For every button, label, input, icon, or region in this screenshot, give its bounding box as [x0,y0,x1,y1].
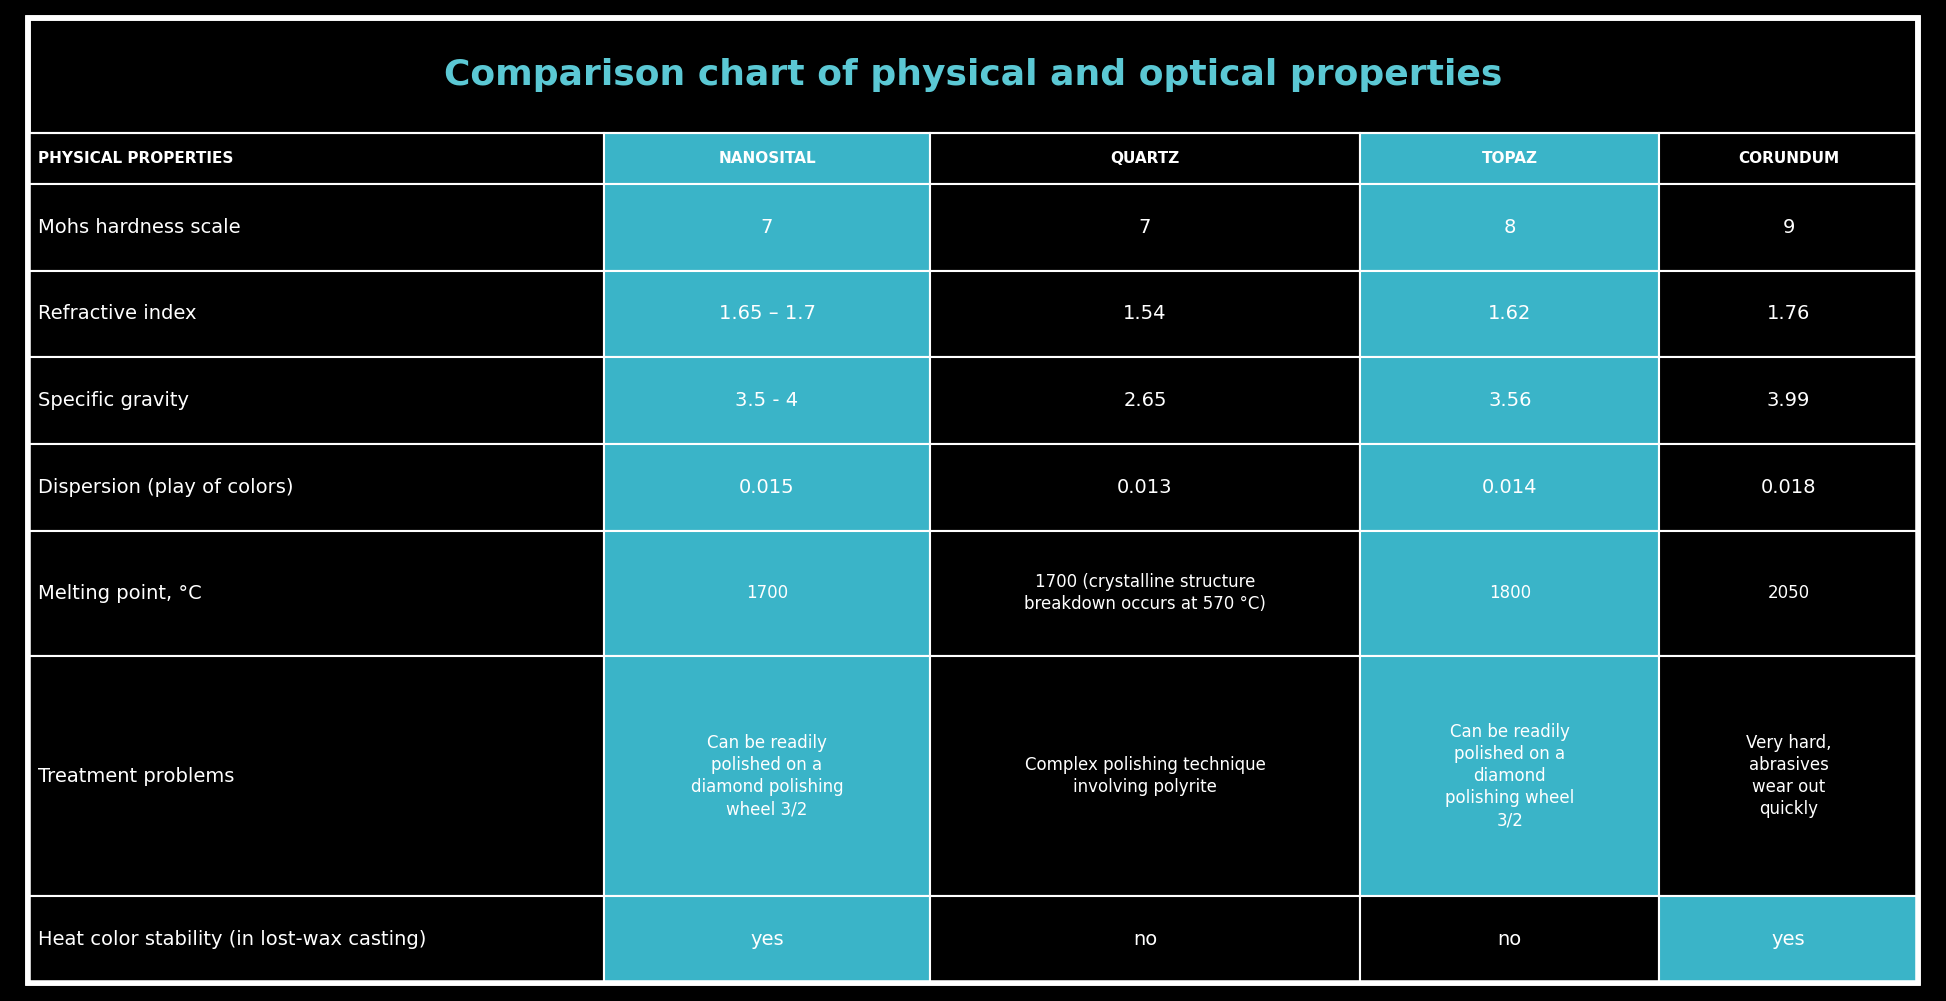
Bar [1660,184,1919,270]
Bar [1660,656,1919,896]
Bar [930,133,1360,184]
Text: 3.56: 3.56 [1489,391,1532,410]
Text: 3.5 - 4: 3.5 - 4 [736,391,798,410]
Text: Melting point, °C: Melting point, °C [39,584,202,603]
Bar [605,270,930,357]
Bar [1660,531,1919,656]
Bar [27,270,605,357]
Bar [1360,270,1660,357]
Bar [1660,896,1919,983]
Text: yes: yes [749,930,784,949]
Text: Very hard,
abrasives
wear out
quickly: Very hard, abrasives wear out quickly [1746,734,1831,819]
Bar [1360,133,1660,184]
Bar [930,443,1360,531]
Text: no: no [1133,930,1158,949]
Bar [1360,443,1660,531]
Bar [1660,443,1919,531]
Bar [1660,133,1919,184]
Bar [1360,896,1660,983]
Bar [27,531,605,656]
Bar [605,184,930,270]
Bar [27,133,605,184]
Text: Treatment problems: Treatment problems [39,767,234,786]
Text: 1.76: 1.76 [1767,304,1810,323]
Text: Can be readily
polished on a
diamond
polishing wheel
3/2: Can be readily polished on a diamond pol… [1446,723,1574,830]
Bar [930,357,1360,443]
Text: NANOSITAL: NANOSITAL [718,151,815,166]
Bar [930,896,1360,983]
Text: 0.013: 0.013 [1117,477,1173,496]
Text: 7: 7 [761,218,773,237]
Bar [1660,357,1919,443]
Bar [605,531,930,656]
Bar [605,133,930,184]
Text: 1.65 – 1.7: 1.65 – 1.7 [718,304,815,323]
Bar [27,184,605,270]
Text: 0.014: 0.014 [1483,477,1537,496]
Text: Heat color stability (in lost-wax casting): Heat color stability (in lost-wax castin… [39,930,426,949]
Text: 1700 (crystalline structure
breakdown occurs at 570 °C): 1700 (crystalline structure breakdown oc… [1024,573,1267,614]
Text: Specific gravity: Specific gravity [39,391,189,410]
Bar [930,531,1360,656]
Bar [27,357,605,443]
Bar [1360,656,1660,896]
Bar [605,443,930,531]
Text: 0.018: 0.018 [1761,477,1816,496]
Bar [930,270,1360,357]
Text: 0.015: 0.015 [739,477,794,496]
Text: 2050: 2050 [1767,585,1810,603]
Bar [27,656,605,896]
Bar [930,656,1360,896]
Bar [1360,531,1660,656]
Text: 1.62: 1.62 [1489,304,1532,323]
Bar [930,184,1360,270]
Text: 1800: 1800 [1489,585,1532,603]
Text: 2.65: 2.65 [1123,391,1168,410]
Text: PHYSICAL PROPERTIES: PHYSICAL PROPERTIES [39,151,234,166]
Bar [1360,357,1660,443]
Bar [605,896,930,983]
Bar [1360,184,1660,270]
Text: TOPAZ: TOPAZ [1481,151,1537,166]
Text: 3.99: 3.99 [1767,391,1810,410]
Text: 1.54: 1.54 [1123,304,1168,323]
Text: QUARTZ: QUARTZ [1111,151,1179,166]
Bar [605,357,930,443]
Text: Mohs hardness scale: Mohs hardness scale [39,218,241,237]
Text: no: no [1498,930,1522,949]
Text: yes: yes [1771,930,1806,949]
Text: Complex polishing technique
involving polyrite: Complex polishing technique involving po… [1024,756,1265,796]
Text: Can be readily
polished on a
diamond polishing
wheel 3/2: Can be readily polished on a diamond pol… [691,734,843,819]
Text: CORUNDUM: CORUNDUM [1738,151,1839,166]
Text: 8: 8 [1504,218,1516,237]
Text: Dispersion (play of colors): Dispersion (play of colors) [39,477,294,496]
Bar [27,443,605,531]
Text: 7: 7 [1138,218,1152,237]
Bar [605,656,930,896]
Text: Comparison chart of physical and optical properties: Comparison chart of physical and optical… [444,58,1502,92]
Text: 1700: 1700 [745,585,788,603]
Bar [1660,270,1919,357]
Bar [27,896,605,983]
Text: Refractive index: Refractive index [39,304,197,323]
Text: 9: 9 [1783,218,1794,237]
